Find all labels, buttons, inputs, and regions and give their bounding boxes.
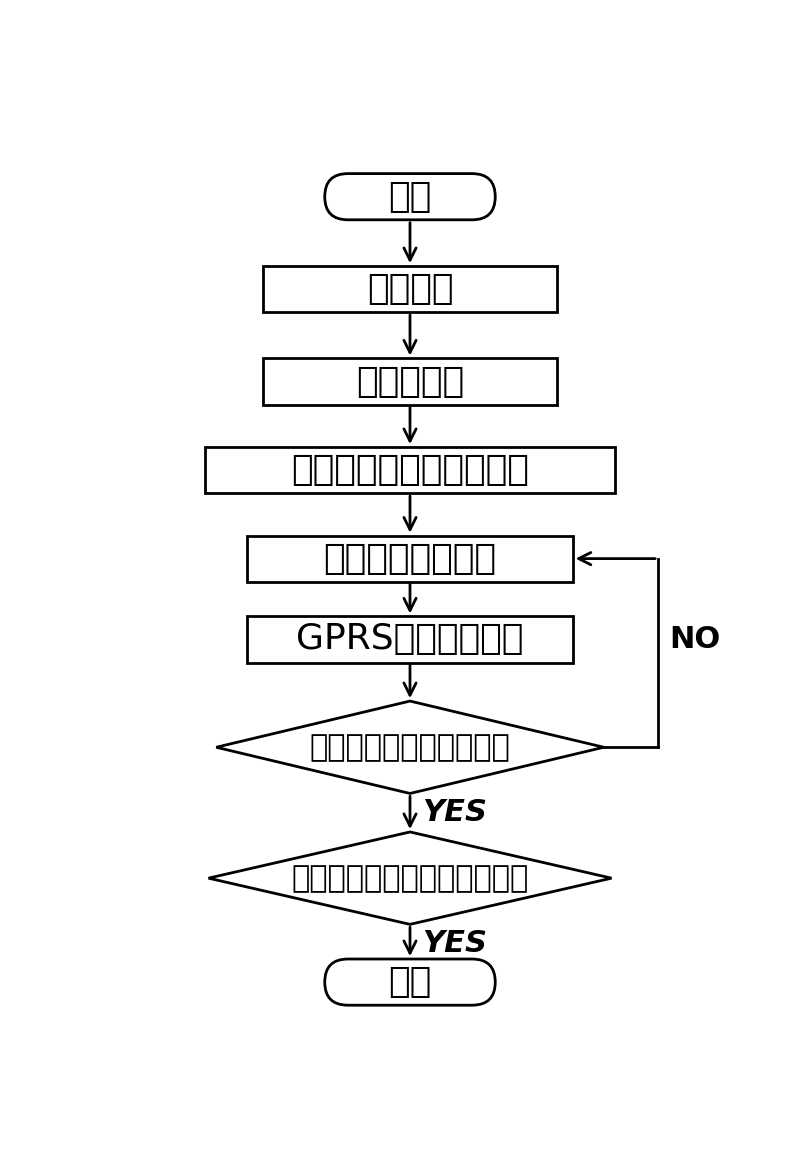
Text: 报警: 报警 xyxy=(388,965,432,999)
Text: 光纤光栅解调仪采集数据: 光纤光栅解调仪采集数据 xyxy=(291,453,529,488)
FancyBboxPatch shape xyxy=(325,959,495,1005)
Text: 下位机数据预处理: 下位机数据预处理 xyxy=(323,542,497,576)
Text: 数据采集: 数据采集 xyxy=(366,272,454,306)
Polygon shape xyxy=(209,831,611,924)
Text: YES: YES xyxy=(422,798,486,827)
FancyBboxPatch shape xyxy=(325,174,495,220)
Text: GPRS模块数据传输: GPRS模块数据传输 xyxy=(296,623,524,657)
Text: 开始: 开始 xyxy=(388,179,432,214)
Bar xyxy=(247,616,573,662)
Text: 光开关导通: 光开关导通 xyxy=(356,365,464,398)
Text: NO: NO xyxy=(670,625,721,654)
Text: 上位机判断数据是否完整: 上位机判断数据是否完整 xyxy=(310,733,510,762)
Bar xyxy=(247,535,573,581)
Bar xyxy=(262,359,558,404)
Text: YES: YES xyxy=(422,929,486,958)
Polygon shape xyxy=(216,701,604,793)
Text: 处理并判断数据是否超出阈値: 处理并判断数据是否超出阈値 xyxy=(291,864,529,893)
Bar xyxy=(262,266,558,313)
Bar xyxy=(205,447,615,493)
